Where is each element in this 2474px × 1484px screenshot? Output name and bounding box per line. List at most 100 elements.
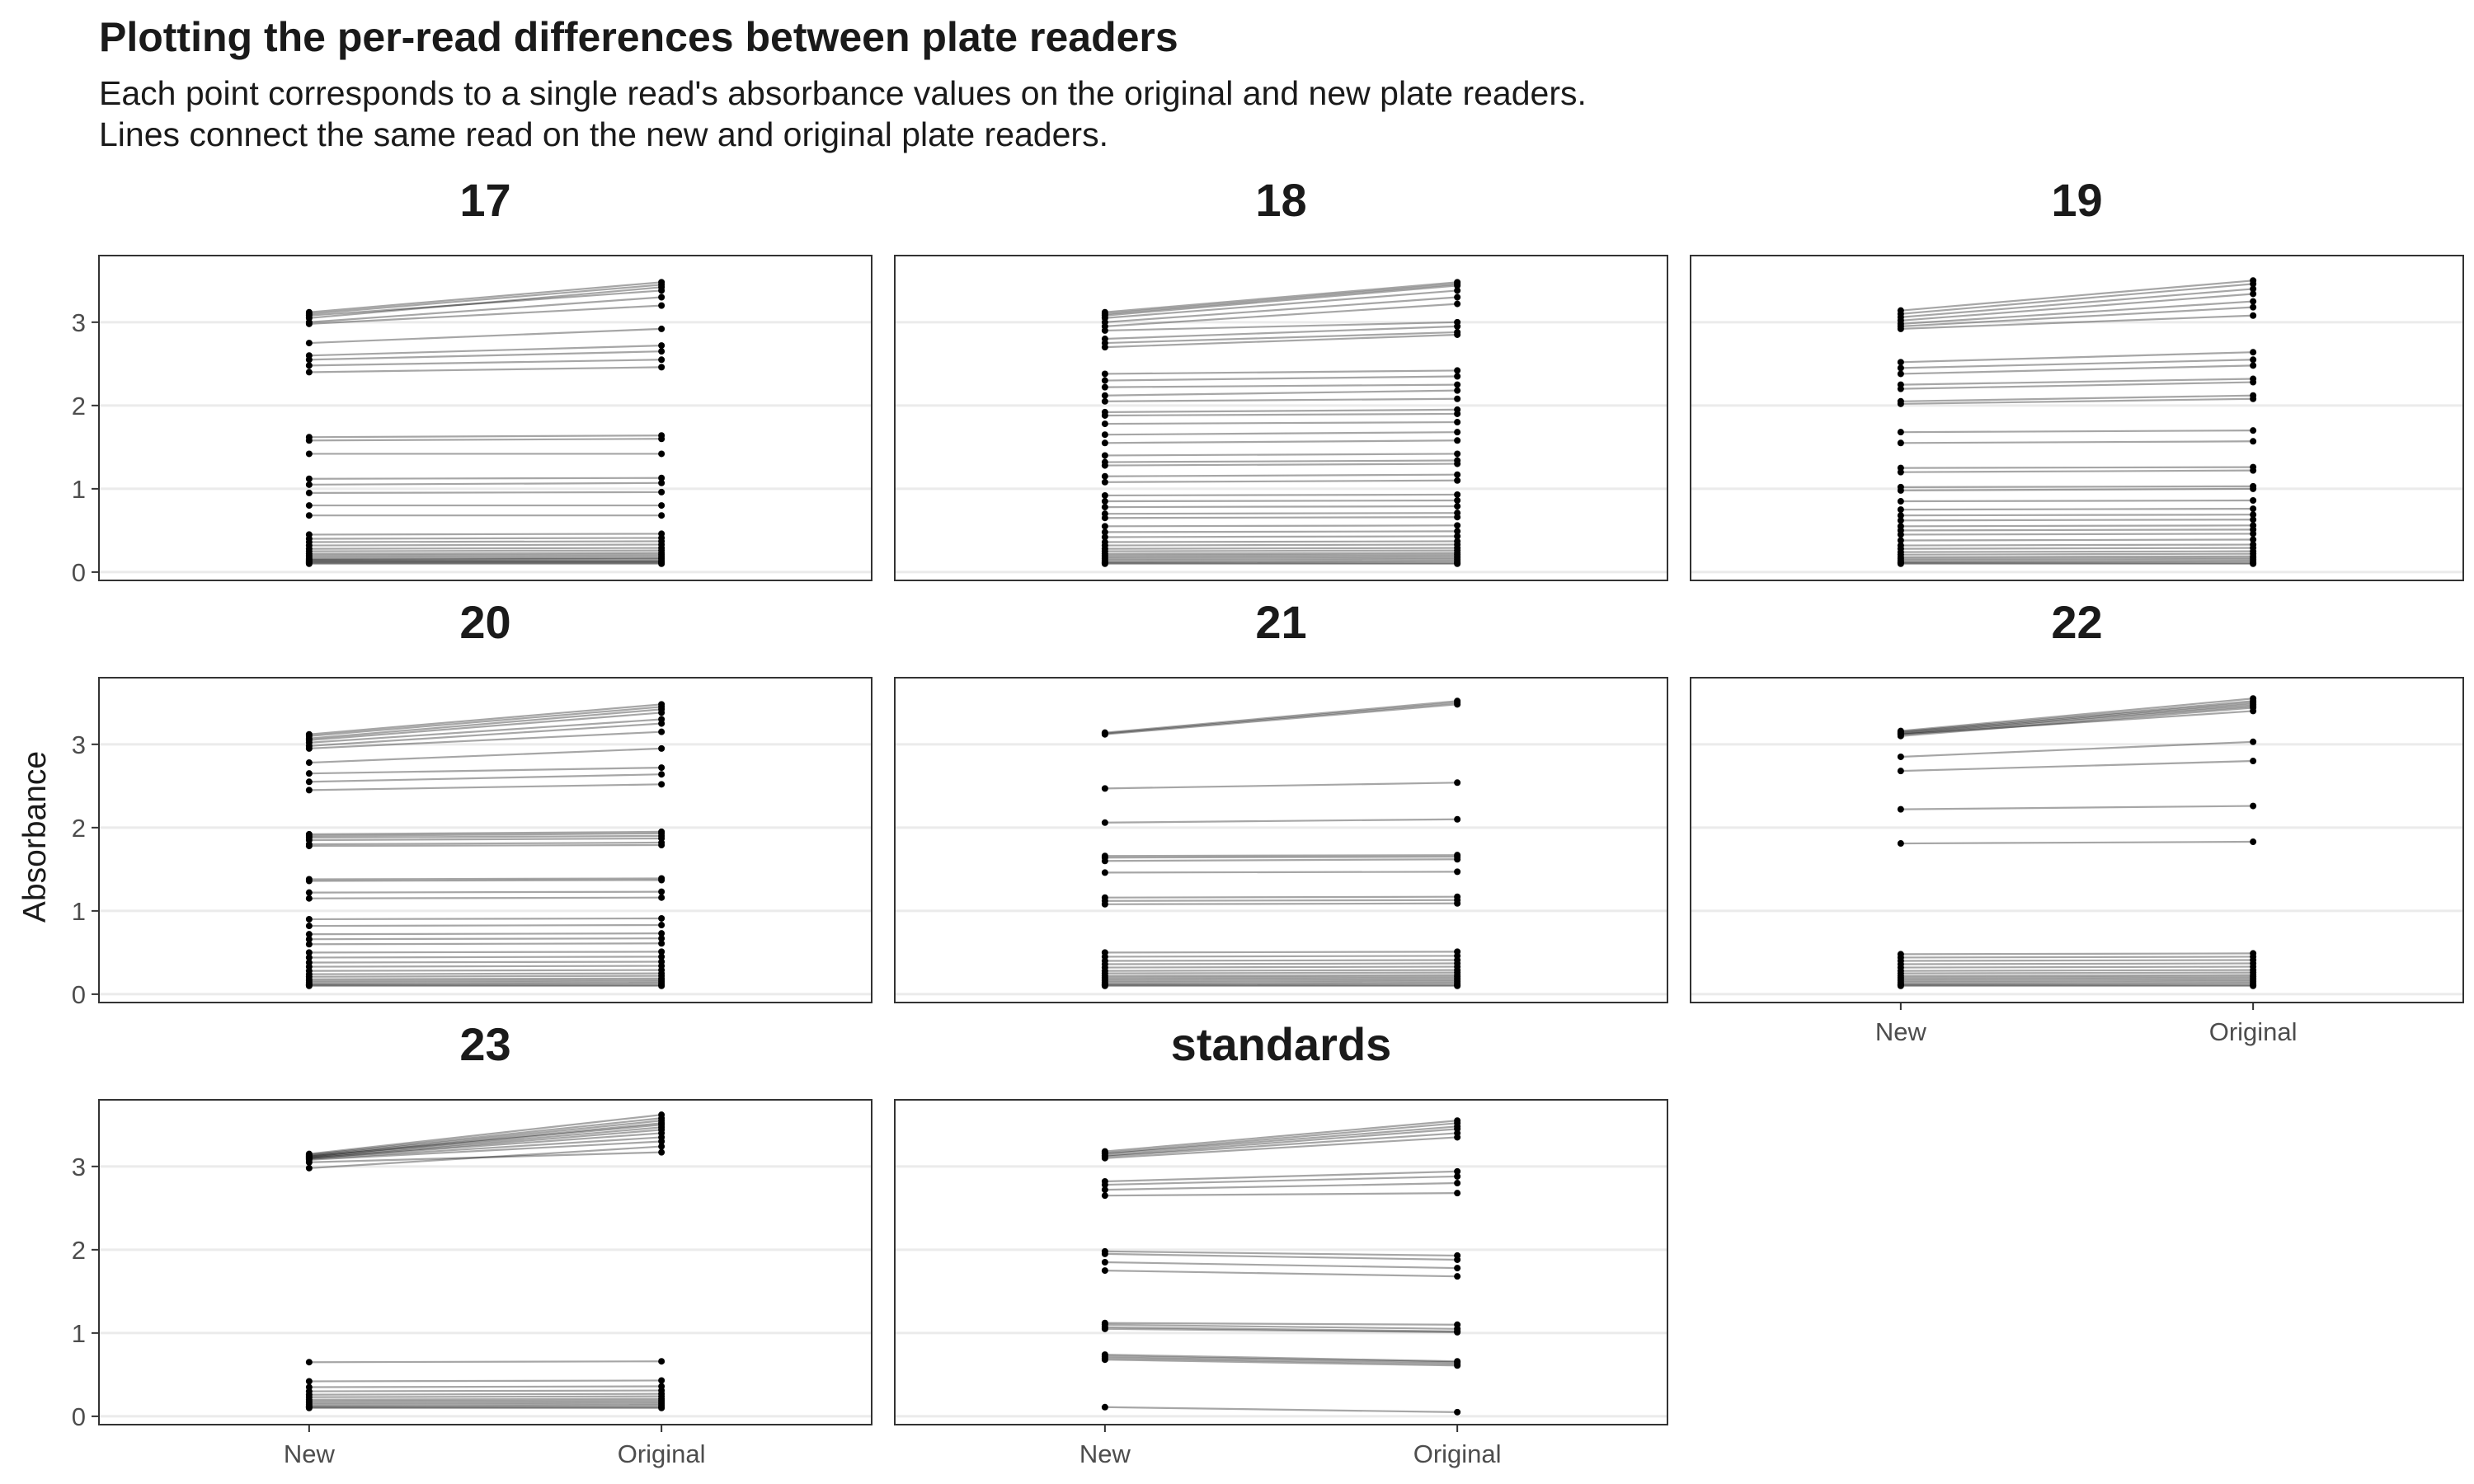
data-point: [1897, 730, 1904, 738]
facet-label: 19: [2051, 174, 2102, 226]
read-line: [1900, 705, 2254, 735]
read-line: [308, 960, 662, 964]
data-point: [1101, 533, 1108, 541]
data-point: [1454, 497, 1461, 505]
data-point: [1454, 856, 1461, 863]
read-line: [1900, 499, 2254, 503]
read-line: [1104, 552, 1458, 555]
data-point: [658, 488, 666, 495]
y-tick-label: 0: [72, 558, 86, 587]
read-line: [308, 1145, 662, 1169]
data-point: [658, 1138, 666, 1145]
read-line: [1900, 469, 2254, 473]
read-line: [1104, 530, 1458, 533]
chart-title: Plotting the per-read differences betwee…: [99, 14, 1178, 60]
y-axis-title: Absorbance: [17, 751, 53, 923]
data-point: [658, 1148, 666, 1156]
data-point: [1454, 528, 1461, 535]
read-line: [1900, 700, 2254, 733]
read-line: [308, 965, 662, 968]
read-line: [1104, 1355, 1458, 1364]
read-line: [1900, 707, 2254, 737]
data-point: [658, 1377, 666, 1384]
data-point: [1454, 533, 1461, 540]
read-line: [308, 937, 662, 941]
data-point: [1897, 517, 1904, 524]
read-line: [308, 1126, 662, 1158]
read-line: [1104, 871, 1458, 874]
read-line: [308, 547, 662, 550]
data-point: [2250, 530, 2257, 538]
data-point: [1897, 531, 1904, 538]
read-line: [1900, 740, 2254, 758]
data-point: [1101, 370, 1108, 378]
read-line: [308, 1360, 662, 1364]
y-tick-label: 0: [72, 980, 86, 1009]
read-line: [1104, 700, 1458, 734]
read-line: [1900, 279, 2254, 312]
read-line: [1104, 971, 1458, 974]
data-point: [2250, 298, 2257, 305]
data-point: [1101, 900, 1108, 908]
data-point: [658, 325, 666, 332]
data-point: [305, 369, 313, 376]
read-line: [1900, 547, 2254, 550]
read-line: [1900, 519, 2254, 522]
panel-background: [99, 678, 872, 1003]
y-tick-label: 2: [72, 814, 86, 843]
data-point: [1101, 478, 1108, 486]
data-point: [305, 1158, 313, 1166]
data-point: [2250, 349, 2257, 356]
y-tick-label: 2: [72, 392, 86, 420]
data-point: [658, 435, 666, 443]
read-line: [308, 722, 662, 747]
data-point: [1101, 819, 1108, 826]
read-line: [1900, 359, 2254, 369]
x-tick-label: Original: [1413, 1439, 1502, 1468]
panel-border: [894, 255, 1668, 581]
data-point: [2250, 438, 2257, 445]
read-line: [308, 1140, 662, 1161]
data-point: [305, 759, 313, 767]
read-line: [1104, 499, 1458, 503]
read-line: [1900, 397, 2254, 405]
read-line: [1104, 439, 1458, 444]
panel-border: [1690, 255, 2464, 581]
data-point: [2250, 838, 2257, 846]
facet-label: standards: [1171, 1018, 1392, 1070]
data-point: [658, 560, 666, 567]
read-line: [1104, 543, 1458, 547]
data-point: [1101, 377, 1108, 384]
data-point: [658, 1404, 666, 1411]
read-line: [308, 1129, 662, 1159]
facet-label: 18: [1255, 174, 1306, 226]
read-line: [1104, 397, 1458, 402]
data-point: [658, 982, 666, 989]
read-line: [1104, 1250, 1458, 1257]
data-point: [1101, 462, 1108, 469]
read-line: [1900, 508, 2254, 511]
data-point: [1454, 1167, 1461, 1175]
data-point: [1454, 437, 1461, 444]
read-line: [1104, 1322, 1458, 1326]
data-point: [1101, 439, 1108, 447]
read-line: [1104, 1406, 1458, 1413]
data-point: [1454, 331, 1461, 338]
data-point: [305, 936, 313, 943]
data-point: [1454, 491, 1461, 498]
read-line: [308, 1120, 662, 1157]
read-line: [1104, 1326, 1458, 1332]
read-line: [1900, 952, 2254, 956]
data-point: [1897, 385, 1904, 392]
read-line: [1104, 1270, 1458, 1278]
data-point: [305, 362, 313, 369]
read-line: [1900, 962, 2254, 965]
data-point: [2250, 758, 2257, 765]
read-line: [308, 890, 662, 894]
data-point: [1101, 1259, 1108, 1266]
x-tick-label: New: [1875, 1017, 1927, 1046]
data-point: [305, 356, 313, 364]
data-point: [1101, 452, 1108, 459]
panel-background: [895, 1100, 1667, 1425]
read-line: [1900, 558, 2254, 561]
